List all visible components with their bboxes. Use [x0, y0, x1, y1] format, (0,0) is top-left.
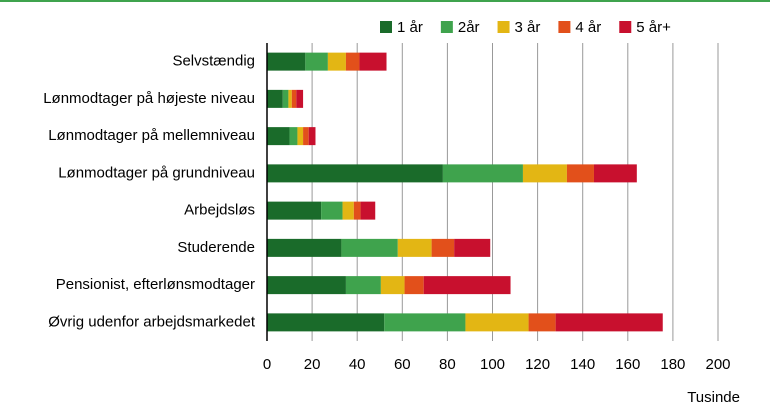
x-tick-label: 200 — [705, 356, 730, 373]
bar-segment — [397, 238, 432, 257]
legend-swatch — [497, 21, 510, 33]
bar-segment — [282, 89, 289, 108]
bar-segment — [267, 164, 443, 183]
x-tick-label: 60 — [394, 356, 411, 373]
legend-swatch — [558, 21, 571, 33]
y-tick-label: Arbejdsløs — [184, 202, 255, 219]
x-tick-label: 40 — [349, 356, 366, 373]
bar-segment — [296, 89, 304, 108]
y-tick-label: Lønmodtager på mellemniveau — [48, 127, 255, 144]
bar-segment — [341, 238, 398, 257]
bar-segment — [442, 164, 523, 183]
y-tick-label: Pensionist, efterlønsmodtager — [56, 276, 255, 293]
bar-segment — [345, 52, 360, 71]
x-tick-label: 0 — [263, 356, 271, 373]
bar-segment — [308, 127, 316, 146]
bar-segment — [465, 313, 529, 332]
bar-segment — [267, 313, 385, 332]
bar-segment — [359, 52, 387, 71]
legend-label: 1 år — [397, 19, 423, 36]
bar-segment — [431, 238, 455, 257]
bar-segment — [267, 238, 342, 257]
y-tick-label: Selvstændig — [172, 53, 255, 70]
y-tick-label: Lønmodtager på højeste niveau — [43, 90, 255, 107]
x-tick-label: 120 — [525, 356, 550, 373]
x-tick-label: 80 — [439, 356, 456, 373]
legend-label: 5 år+ — [636, 19, 671, 36]
x-axis-label: Tusinde — [687, 389, 740, 406]
bar-segment — [404, 276, 424, 295]
bar-segment — [321, 201, 343, 220]
bar-segment — [303, 127, 309, 146]
legend-label: 2år — [458, 19, 480, 36]
x-tick-label: 140 — [570, 356, 595, 373]
bar-segment — [384, 313, 466, 332]
bar-segment — [566, 164, 594, 183]
bar-segment — [360, 201, 376, 220]
y-tick-label: Øvrig udenfor arbejdsmarkedet — [48, 313, 256, 330]
bar-segment — [288, 89, 292, 108]
legend-swatch — [380, 21, 392, 33]
bar-segment — [555, 313, 663, 332]
bar-segment — [267, 127, 290, 146]
legend-label: 3 år — [515, 19, 541, 36]
legend-swatch — [619, 21, 632, 33]
bar-segment — [327, 52, 346, 71]
x-tick-label: 100 — [480, 356, 505, 373]
bar-segment — [454, 238, 491, 257]
bar-segment — [267, 276, 346, 295]
bar-segment — [380, 276, 405, 295]
y-tick-label: Lønmodtager på grundniveau — [58, 164, 255, 181]
y-tick-label: Studerende — [177, 239, 255, 256]
bar-segment — [291, 89, 297, 108]
bar-segment — [345, 276, 381, 295]
legend-swatch — [440, 21, 453, 33]
bar-segment — [353, 201, 361, 220]
x-tick-label: 180 — [660, 356, 685, 373]
bar-segment — [593, 164, 637, 183]
x-tick-label: 160 — [615, 356, 640, 373]
bar-segment — [267, 89, 283, 108]
legend-label: 4 år — [575, 19, 601, 36]
x-tick-label: 20 — [304, 356, 321, 373]
bar-segment — [267, 52, 306, 71]
bar-segment — [289, 127, 298, 146]
bar-segment — [342, 201, 354, 220]
bar-segment — [305, 52, 328, 71]
bar-segment — [522, 164, 567, 183]
bar-segment — [423, 276, 511, 295]
bar-segment — [267, 201, 322, 220]
bar-segment — [297, 127, 304, 146]
bar-segment — [528, 313, 556, 332]
